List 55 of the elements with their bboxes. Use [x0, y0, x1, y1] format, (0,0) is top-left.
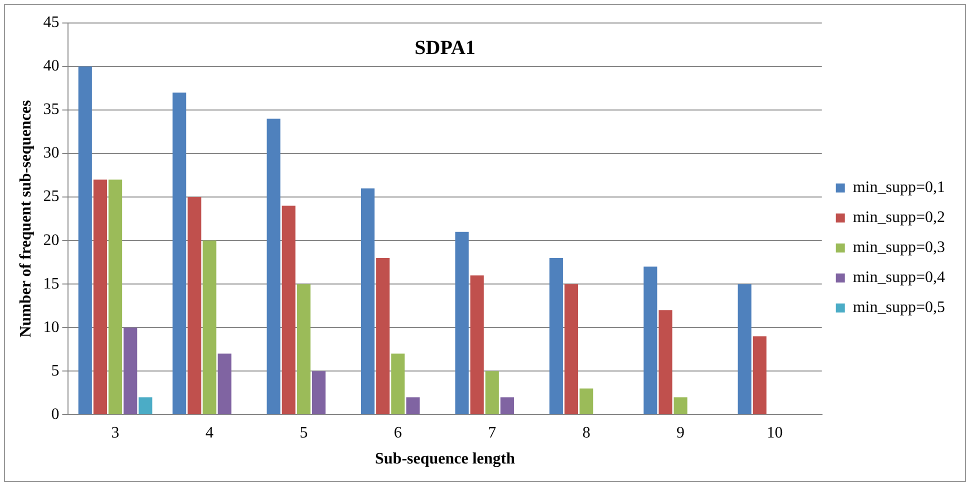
bar: [266, 118, 280, 414]
bar: [470, 275, 484, 414]
bar: [500, 397, 514, 414]
x-tick-label: 3: [111, 424, 120, 442]
bar: [391, 354, 405, 414]
y-tick-label: 10: [43, 318, 60, 336]
bar: [188, 197, 202, 414]
bar: [580, 388, 594, 414]
bar: [674, 397, 688, 414]
x-tick-label: 4: [206, 424, 214, 442]
bar: [644, 266, 658, 414]
bar: [218, 354, 232, 414]
y-tick-label: 25: [43, 188, 60, 206]
bar: [564, 284, 578, 414]
legend-label: min_supp=0,3: [852, 239, 945, 256]
bar: [752, 336, 766, 414]
bar: [296, 284, 310, 414]
bar: [738, 284, 752, 414]
bar: [282, 206, 296, 414]
bar: [549, 258, 563, 414]
bar: [455, 232, 469, 414]
bar: [202, 240, 216, 414]
y-tick-label: 35: [43, 101, 60, 118]
y-tick-label: 45: [43, 14, 60, 32]
x-tick-label: 9: [676, 424, 685, 442]
bar: [658, 310, 672, 414]
bar: [124, 328, 138, 414]
bar: [406, 397, 420, 414]
legend-label: min_supp=0,2: [852, 209, 945, 226]
y-tick-label: 0: [51, 406, 60, 423]
y-axis-title: Number of frequent sub-sequences: [18, 100, 35, 338]
x-tick-label: 5: [300, 424, 308, 442]
bar: [360, 188, 375, 414]
y-tick-label: 20: [43, 232, 60, 249]
x-axis-title: Sub-sequence length: [375, 450, 516, 468]
bar: [93, 180, 108, 414]
y-tick-label: 40: [43, 58, 60, 75]
bar: [376, 258, 390, 414]
y-tick-label: 30: [43, 144, 60, 162]
bar: [172, 92, 186, 414]
bar: [138, 397, 152, 414]
bar: [312, 371, 326, 414]
x-tick-label: 8: [582, 424, 590, 442]
x-tick-label: 7: [488, 424, 496, 442]
legend-label: min_supp=0,4: [852, 269, 945, 286]
text: SDPA1: [414, 37, 476, 60]
bar: [78, 66, 92, 414]
y-tick-label: 15: [43, 275, 60, 292]
y-tick-label: 5: [51, 362, 60, 380]
legend-label: min_supp=0,1: [852, 179, 945, 196]
x-tick-label: 6: [394, 424, 402, 442]
x-tick-label: 10: [766, 424, 783, 442]
bar: [485, 371, 499, 414]
bar: [108, 180, 122, 414]
legend-label: min_supp=0,5: [852, 299, 945, 316]
